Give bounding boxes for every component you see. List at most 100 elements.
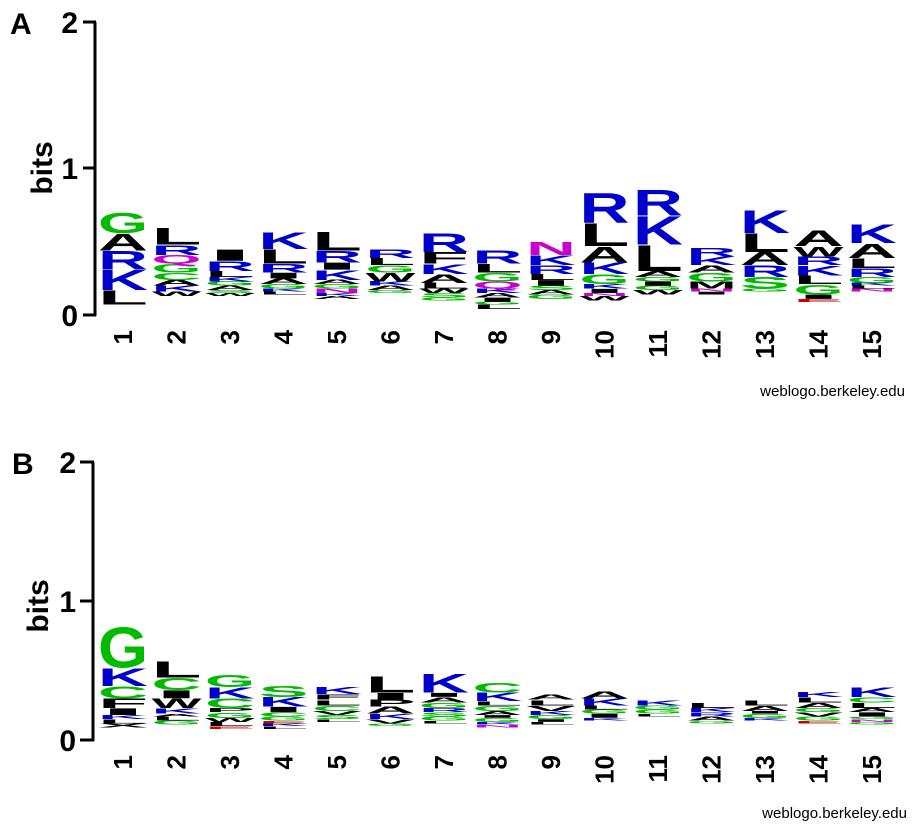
logo-letter: K (312, 268, 363, 284)
logo-letter: K (526, 710, 577, 716)
logo-letter: A (152, 713, 202, 717)
logo-letter: K (312, 686, 362, 697)
logo-letter: W (205, 717, 255, 723)
x-tick-label: 3 (215, 755, 245, 769)
logo-letter: I (794, 294, 844, 301)
logo-letter: L (366, 256, 416, 267)
logo-letter: L (473, 304, 523, 311)
logo-letter: R (526, 263, 576, 277)
logo-letter: A (152, 279, 202, 288)
logo-letter: A (312, 279, 362, 286)
x-tick-label: 14 (804, 754, 834, 783)
logo-letter: W (794, 244, 845, 260)
logo-letter: R (687, 246, 737, 260)
logo-letter: K (580, 717, 631, 721)
logo-letter: G (366, 289, 416, 294)
x-tick-label: 2 (162, 330, 192, 344)
logo-letter: A (366, 705, 416, 716)
logo-letter: A (847, 239, 897, 262)
logo-letter: V (526, 704, 578, 713)
x-tick-label: 2 (162, 755, 192, 769)
logo-letter: L (847, 701, 897, 710)
logo-letter: I (526, 719, 576, 723)
logo-letter: K (205, 685, 255, 702)
logo-letter: R (633, 183, 683, 224)
x-tick-label: 11 (643, 755, 673, 783)
panel-b-ytick-2: 2 (59, 447, 76, 480)
logo-letter: L (152, 656, 202, 682)
logo-letter: G (794, 282, 844, 298)
logo-letter: W (366, 271, 416, 285)
x-tick-label: 10 (590, 755, 620, 784)
logo-letter: E (259, 720, 309, 724)
logo-letter: L (526, 273, 576, 282)
x-tick-label: 13 (750, 330, 780, 359)
logo-letter: C (847, 696, 897, 705)
x-tick-label: 12 (697, 755, 727, 784)
logo-letter: R (740, 263, 790, 281)
logo-letter: N (847, 288, 897, 293)
logo-letter: K (847, 685, 898, 700)
logo-letter: R (312, 248, 362, 266)
logo-letter: K (473, 721, 524, 725)
logo-letter: I (740, 710, 790, 714)
logo-letter: G (633, 704, 683, 710)
logo-letter: K (580, 697, 630, 708)
logo-letter: N (687, 288, 737, 293)
logo-letter: L (473, 700, 523, 706)
logo-letter: E (205, 725, 255, 729)
logo-letter: G (205, 711, 255, 720)
x-tick-label: 6 (376, 330, 406, 344)
logo-letter: G (98, 615, 148, 680)
logo-letter: I (633, 280, 683, 287)
logo-letter: L (740, 229, 790, 259)
logo-letter: L (794, 696, 844, 705)
logo-letter: G (312, 283, 362, 290)
logo-letter: V (366, 718, 416, 724)
logo-letter: N (473, 724, 523, 728)
logo-letter: G (366, 723, 416, 727)
x-tick-label: 3 (215, 330, 245, 344)
panel-a-letter-stacks: LKRAGWKACGQRLWSAGKLRILKGAIRLKAKNGAKIRLGA… (98, 183, 898, 311)
logo-letter: I (419, 692, 469, 698)
panel-a-ytick-0: 0 (61, 300, 78, 333)
x-tick-label: 9 (536, 330, 566, 344)
logo-letter: K (740, 717, 791, 721)
logo-letter: R (366, 247, 416, 261)
logo-letter: A (526, 693, 576, 702)
panel-b-label: B (12, 448, 34, 481)
logo-letter: L (794, 274, 844, 288)
logo-letter: L (847, 285, 897, 290)
logo-letter: A (419, 272, 469, 286)
x-tick-label: 1 (108, 330, 138, 344)
logo-letter: A (847, 707, 897, 713)
panel-a-logo: A 2 1 0 bits LKRAGWKACGQRLWSAGKLRILKGAIR… (10, 7, 905, 400)
logo-letter: W (633, 289, 683, 296)
logo-letter: A (259, 277, 309, 286)
logo-letter: K (259, 723, 310, 727)
logo-letter: A (419, 696, 469, 705)
logo-letter: G (419, 701, 469, 710)
logo-letter: C (312, 704, 362, 713)
logo-letter: I (580, 288, 630, 295)
logo-letter: K (419, 262, 470, 278)
logo-letter: K (312, 292, 363, 297)
logo-letter: K (152, 707, 202, 716)
panel-a-y-axis: 2 1 0 bits (26, 7, 97, 333)
logo-letter: R (419, 229, 469, 259)
logo-letter: S (205, 289, 255, 294)
logo-letter: G (473, 717, 523, 723)
